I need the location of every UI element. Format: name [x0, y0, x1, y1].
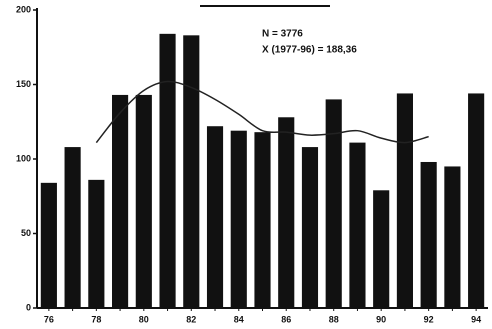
bar: [420, 161, 437, 308]
bar: [112, 94, 129, 309]
x-tick-label: 84: [234, 314, 244, 324]
bar: [468, 93, 485, 308]
bar: [349, 142, 366, 308]
annotation: X (1977-96) = 188,36: [262, 45, 357, 56]
x-tick-label: 82: [186, 314, 196, 324]
bar: [254, 132, 271, 308]
y-tick-label: 200: [16, 4, 31, 14]
y-tick-label: 0: [26, 302, 31, 312]
x-tick-label: 88: [329, 314, 339, 324]
x-tick-label: 86: [281, 314, 291, 324]
y-tick-label: 150: [16, 79, 31, 89]
bar: [325, 99, 342, 309]
x-tick-label: 90: [376, 314, 386, 324]
x-tick-label: 76: [44, 314, 54, 324]
x-tick-label: 94: [471, 314, 481, 324]
bar: [88, 179, 105, 308]
bar: [301, 147, 319, 308]
bar: [159, 33, 176, 309]
bar: [206, 126, 224, 308]
bar: [64, 147, 81, 308]
x-tick-label: 80: [139, 314, 149, 324]
trend-line: [95, 80, 429, 144]
y-tick-label: 50: [21, 228, 31, 238]
bar: [40, 182, 57, 308]
bar: [373, 190, 390, 308]
bar: [396, 93, 413, 308]
y-tick-label: 100: [16, 153, 31, 163]
x-tick-label: 92: [424, 314, 434, 324]
x-tick-label: 78: [91, 314, 101, 324]
bar: [135, 94, 152, 309]
bar: [230, 130, 247, 308]
annotation: N = 3776: [262, 29, 303, 40]
bar: [278, 117, 295, 308]
bar: [444, 166, 461, 308]
bar: [183, 35, 200, 309]
